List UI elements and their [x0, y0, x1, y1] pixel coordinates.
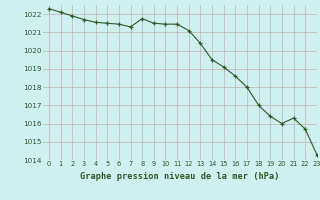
X-axis label: Graphe pression niveau de la mer (hPa): Graphe pression niveau de la mer (hPa) [80, 172, 280, 181]
